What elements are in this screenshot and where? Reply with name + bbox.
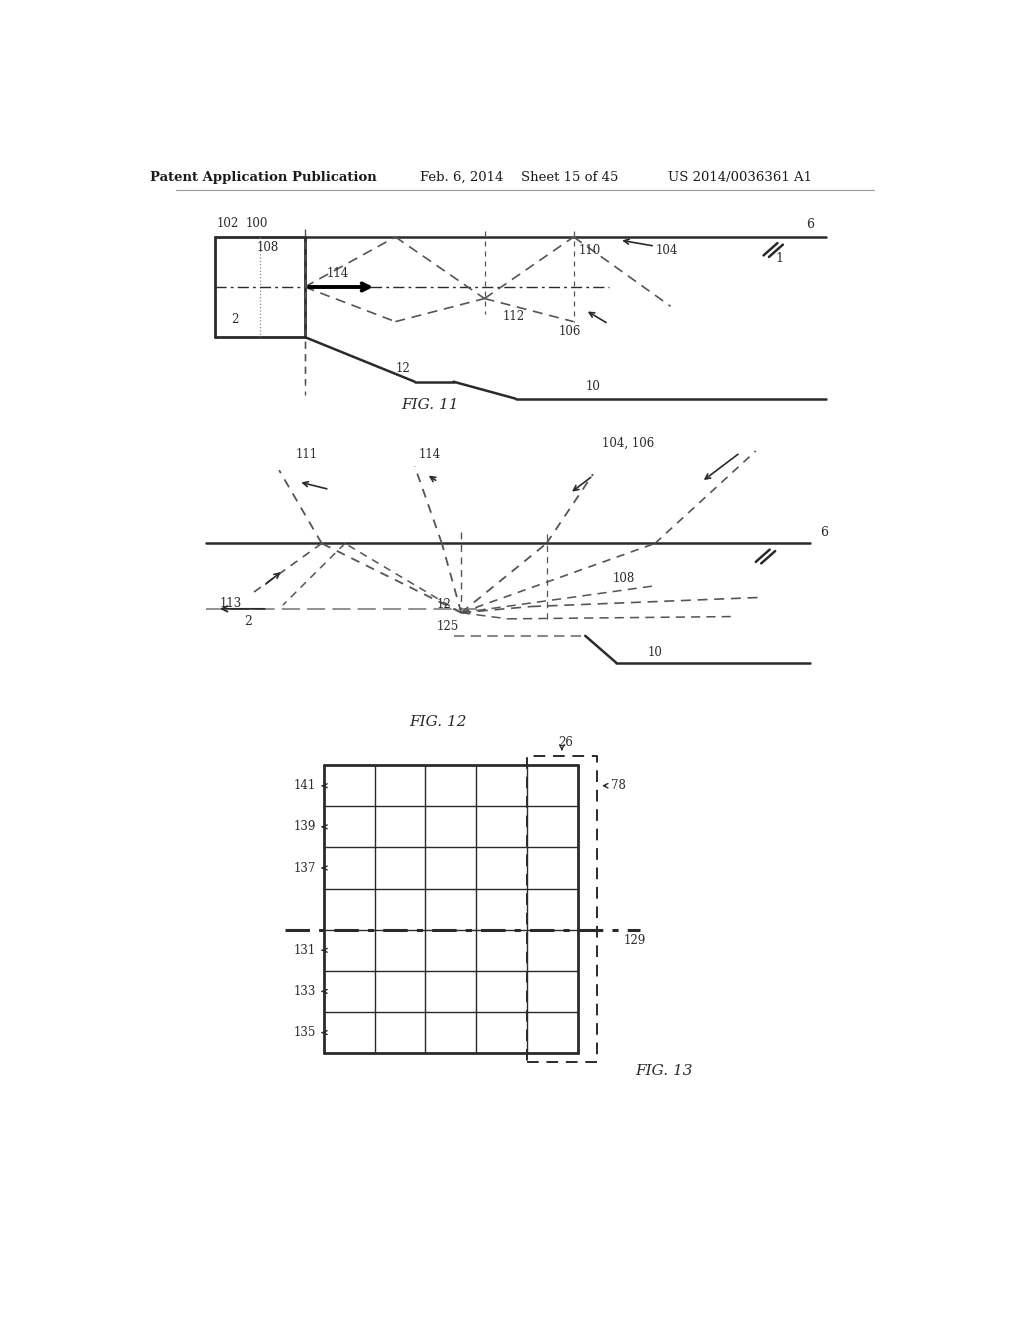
- Text: 112: 112: [503, 310, 525, 323]
- Text: 104: 104: [655, 244, 678, 257]
- Text: Patent Application Publication: Patent Application Publication: [151, 172, 377, 185]
- Text: 108: 108: [256, 242, 279, 255]
- Text: 108: 108: [613, 572, 635, 585]
- Text: 125: 125: [436, 620, 459, 634]
- Text: 6: 6: [820, 527, 828, 539]
- Text: FIG. 11: FIG. 11: [401, 397, 459, 412]
- Text: 106: 106: [558, 325, 581, 338]
- Text: 12: 12: [395, 362, 411, 375]
- Text: 2: 2: [244, 615, 252, 628]
- Text: 104, 106: 104, 106: [602, 437, 654, 450]
- Text: 10: 10: [647, 647, 663, 659]
- Text: 129: 129: [624, 935, 646, 946]
- Text: 6: 6: [806, 218, 814, 231]
- Text: 114: 114: [326, 268, 348, 280]
- Text: 2: 2: [231, 313, 239, 326]
- Text: FIG. 12: FIG. 12: [410, 715, 467, 729]
- Text: FIG. 13: FIG. 13: [636, 1064, 693, 1078]
- Text: 113: 113: [219, 597, 242, 610]
- Text: US 2014/0036361 A1: US 2014/0036361 A1: [669, 172, 812, 185]
- Text: Sheet 15 of 45: Sheet 15 of 45: [521, 172, 618, 185]
- Text: 10: 10: [586, 380, 600, 393]
- Text: Feb. 6, 2014: Feb. 6, 2014: [420, 172, 503, 185]
- Text: 137: 137: [294, 862, 316, 875]
- Text: 131: 131: [294, 944, 316, 957]
- Text: 141: 141: [294, 779, 316, 792]
- Text: 100: 100: [246, 216, 268, 230]
- Text: 110: 110: [579, 244, 601, 257]
- Text: 1: 1: [775, 252, 783, 265]
- Text: 133: 133: [294, 985, 316, 998]
- Text: 139: 139: [294, 820, 316, 833]
- Text: 26: 26: [558, 735, 573, 748]
- Text: 78: 78: [611, 779, 626, 792]
- Text: 12: 12: [437, 598, 452, 611]
- Text: 114: 114: [419, 449, 441, 462]
- Text: 135: 135: [294, 1026, 316, 1039]
- Text: 111: 111: [295, 449, 317, 462]
- Text: 102: 102: [217, 216, 240, 230]
